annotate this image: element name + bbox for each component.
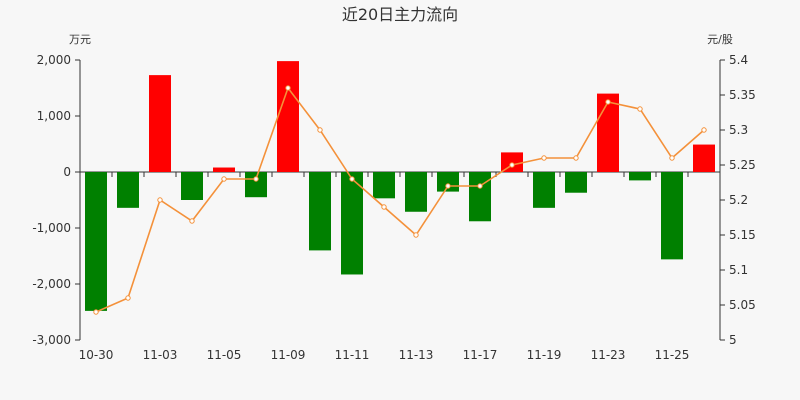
bar xyxy=(597,93,619,172)
x-tick-label: 11-09 xyxy=(271,348,306,362)
price-point xyxy=(317,127,323,133)
left-axis-unit: 万元 xyxy=(69,33,91,46)
bar xyxy=(149,75,171,172)
price-point xyxy=(157,197,163,203)
right-tick-label: 5.1 xyxy=(729,263,748,277)
price-point xyxy=(701,127,707,133)
price-point xyxy=(669,155,675,161)
right-tick-label: 5.35 xyxy=(729,88,756,102)
bar-series xyxy=(85,61,715,311)
bar xyxy=(693,144,715,172)
price-point xyxy=(605,99,611,105)
axes: 2,0001,0000-1,000-2,000-3,0005.45.355.35… xyxy=(32,53,755,362)
x-tick-label: 11-05 xyxy=(207,348,242,362)
left-tick-label: 2,000 xyxy=(37,53,71,67)
line-series xyxy=(93,85,707,315)
x-tick-label: 11-19 xyxy=(527,348,562,362)
price-point xyxy=(381,204,387,210)
price-point xyxy=(93,309,99,315)
price-point xyxy=(637,106,643,112)
bar xyxy=(565,172,587,193)
bar xyxy=(181,172,203,200)
x-tick-label: 10-30 xyxy=(79,348,114,362)
x-tick-label: 11-23 xyxy=(591,348,626,362)
price-point xyxy=(445,183,451,189)
left-tick-label: 1,000 xyxy=(37,109,71,123)
x-tick-label: 11-17 xyxy=(463,348,498,362)
right-tick-label: 5.2 xyxy=(729,193,748,207)
x-tick-label: 11-03 xyxy=(143,348,178,362)
price-point xyxy=(285,85,291,91)
price-point xyxy=(573,155,579,161)
right-tick-label: 5.15 xyxy=(729,228,756,242)
bar xyxy=(277,61,299,173)
price-point xyxy=(253,176,259,182)
right-tick-label: 5.3 xyxy=(729,123,748,137)
price-point xyxy=(541,155,547,161)
left-tick-label: -3,000 xyxy=(32,333,71,347)
right-tick-label: 5.4 xyxy=(729,53,748,67)
bar xyxy=(85,172,107,311)
left-tick-label: -1,000 xyxy=(32,221,71,235)
bar xyxy=(405,172,427,212)
price-point xyxy=(189,218,195,224)
bar xyxy=(469,172,491,222)
right-axis-unit: 元/股 xyxy=(707,33,733,46)
bar xyxy=(629,172,651,181)
price-line xyxy=(95,86,705,313)
bar xyxy=(309,172,331,251)
price-point xyxy=(125,295,131,301)
left-tick-label: -2,000 xyxy=(32,277,71,291)
chart-title: 近20日主力流向 xyxy=(342,5,458,24)
bar xyxy=(373,172,395,199)
right-tick-label: 5 xyxy=(729,333,737,347)
bar xyxy=(245,172,267,198)
bar xyxy=(117,172,139,208)
x-tick-label: 11-13 xyxy=(399,348,434,362)
price-point xyxy=(221,176,227,182)
right-tick-label: 5.05 xyxy=(729,298,756,312)
bar xyxy=(213,167,235,172)
right-tick-label: 5.25 xyxy=(729,158,756,172)
bar xyxy=(661,172,683,260)
x-tick-label: 11-25 xyxy=(655,348,690,362)
bar xyxy=(501,152,523,172)
price-point xyxy=(349,176,355,182)
left-tick-label: 0 xyxy=(63,165,71,179)
x-tick-label: 11-11 xyxy=(335,348,370,362)
bar xyxy=(533,172,555,208)
price-point xyxy=(413,232,419,238)
price-point xyxy=(477,183,483,189)
bar xyxy=(341,172,363,275)
price-point xyxy=(509,162,515,168)
